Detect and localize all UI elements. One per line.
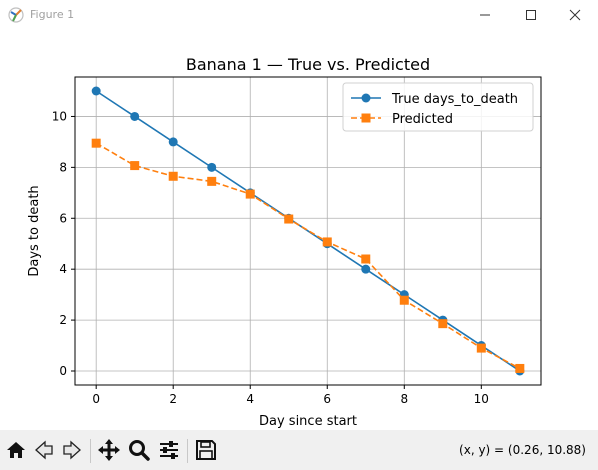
data-point <box>438 319 448 329</box>
minimize-button[interactable] <box>462 0 508 30</box>
data-point <box>361 254 371 264</box>
data-point <box>515 363 525 373</box>
x-tick-label: 2 <box>169 392 177 406</box>
cursor-coordinates: (x, y) = (0.26, 10.88) <box>459 443 586 457</box>
x-tick-label: 6 <box>323 392 331 406</box>
y-tick-label: 4 <box>59 262 67 276</box>
legend-marker <box>361 113 371 123</box>
minimize-icon <box>479 6 491 25</box>
grid <box>75 77 541 385</box>
x-tick-label: 10 <box>474 392 489 406</box>
series-layer <box>91 86 525 376</box>
toolbar-separator <box>187 439 188 463</box>
line-chart[interactable]: Banana 1 — True vs. Predicted 0 2 4 6 8 10 0 2… <box>0 30 598 430</box>
data-point <box>91 138 101 148</box>
back-icon <box>33 439 55 465</box>
y-axis: 0 2 4 6 8 10 <box>52 109 75 378</box>
plot-frame <box>74 76 542 386</box>
y-axis-label: Days to death <box>27 185 42 276</box>
pan-icon <box>97 438 121 466</box>
save-icon <box>195 439 217 465</box>
forward-button[interactable] <box>60 440 84 464</box>
home-icon <box>5 439 27 465</box>
data-point <box>245 189 255 199</box>
maximize-button[interactable] <box>508 0 554 30</box>
data-point <box>168 137 178 147</box>
toolbar-separator <box>90 439 91 463</box>
y-tick-label: 0 <box>59 364 67 378</box>
data-point <box>322 237 332 247</box>
series-line <box>95 90 521 372</box>
legend: True days_to_death Predicted <box>342 82 534 132</box>
x-axis-label: Day since start <box>259 414 357 429</box>
zoom-button[interactable] <box>127 440 151 464</box>
data-point <box>207 162 217 172</box>
legend-marker <box>361 93 371 103</box>
x-tick-label: 4 <box>246 392 254 406</box>
x-axis: 0 2 4 6 8 10 <box>92 385 489 406</box>
legend-label: Predicted <box>392 112 453 127</box>
back-button[interactable] <box>32 440 56 464</box>
figure-canvas[interactable]: Banana 1 — True vs. Predicted 0 2 4 6 8 10 0 2… <box>0 30 598 430</box>
navigation-toolbar <box>0 430 598 470</box>
configure-subplots-button[interactable] <box>157 440 181 464</box>
x-tick-label: 8 <box>400 392 408 406</box>
data-point <box>284 214 294 224</box>
window-title: Figure 1 <box>30 8 75 21</box>
series-line <box>95 142 521 370</box>
data-point <box>207 176 217 186</box>
legend-box <box>342 82 534 132</box>
chart-title: Banana 1 — True vs. Predicted <box>186 55 430 74</box>
configure-subplots-icon <box>157 438 181 466</box>
matplotlib-icon <box>7 6 25 24</box>
zoom-icon <box>127 438 151 466</box>
data-point <box>168 171 178 181</box>
y-tick-label: 8 <box>59 160 67 174</box>
legend-label: True days_to_death <box>391 92 518 107</box>
y-tick-label: 6 <box>59 211 67 225</box>
data-point <box>91 86 101 96</box>
data-point <box>130 111 140 121</box>
close-icon <box>569 6 581 25</box>
pan-button[interactable] <box>97 438 121 466</box>
forward-icon <box>61 439 83 465</box>
y-tick-label: 10 <box>52 109 67 123</box>
x-tick-label: 0 <box>92 392 100 406</box>
series-predicted <box>91 138 525 373</box>
data-point <box>361 264 371 274</box>
window-titlebar: Figure 1 <box>0 0 598 30</box>
close-button[interactable] <box>552 0 598 30</box>
save-button[interactable] <box>194 440 218 464</box>
data-point <box>476 343 486 353</box>
maximize-icon <box>525 6 537 25</box>
y-tick-label: 2 <box>59 313 67 327</box>
data-point <box>399 295 409 305</box>
data-point <box>130 161 140 171</box>
home-button[interactable] <box>4 440 28 464</box>
